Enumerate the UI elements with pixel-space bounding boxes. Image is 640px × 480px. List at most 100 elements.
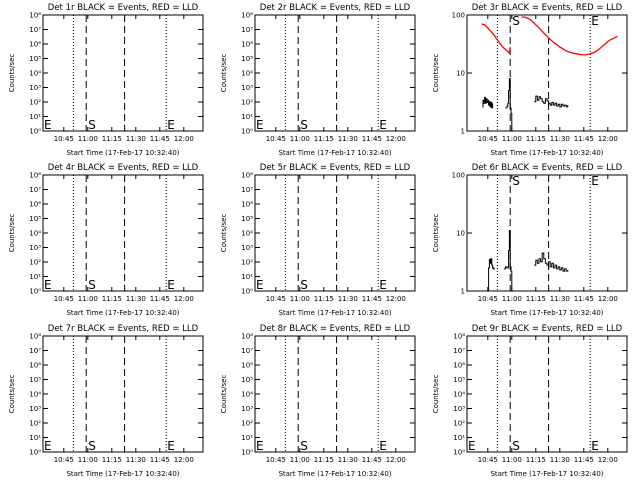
start-marker: S (300, 439, 308, 453)
y-tick-label: 10³ (241, 405, 253, 413)
x-tick-label: 11:15 (102, 295, 122, 303)
y-tick-label: 10⁴ (241, 391, 253, 399)
x-axis-label: Start Time (17-Feb-17 10:32:40) (278, 470, 391, 478)
y-tick-label: 10⁷ (29, 26, 41, 34)
x-tick-label: 11:30 (338, 135, 358, 143)
end-marker: E (591, 14, 599, 28)
y-tick-label: 10 (456, 70, 465, 78)
panel-4: Det 4r BLACK = Events, RED = LLD Counts/s… (8, 163, 204, 317)
panel-1: Det 1r BLACK = Events, RED = LLD Counts/s… (8, 3, 204, 157)
y-tick-label: 10³ (241, 84, 253, 92)
y-tick-label: 10¹ (453, 434, 465, 442)
y-tick-label: 10⁸ (241, 333, 253, 341)
y-tick-label: 10⁵ (241, 215, 253, 223)
panel-title: Det 4r BLACK = Events, RED = LLD (48, 163, 199, 173)
event-rate-line (503, 230, 513, 291)
x-axis-label: Start Time (17-Feb-17 10:32:40) (66, 149, 179, 157)
x-tick-label: 11:00 (502, 135, 522, 143)
end-marker: E (591, 174, 599, 188)
x-tick-label: 11:15 (526, 135, 546, 143)
edge-end-marker: E (44, 439, 52, 453)
panel-title: Det 6r BLACK = Events, RED = LLD (472, 163, 623, 173)
y-tick-label: 10³ (453, 405, 465, 413)
y-tick-label: 10⁵ (453, 376, 465, 384)
y-tick-label: 10⁶ (29, 41, 41, 49)
x-axis-label: Start Time (17-Feb-17 10:32:40) (490, 470, 603, 478)
x-tick-label: 11:45 (574, 295, 594, 303)
y-tick-label: 100 (452, 172, 465, 180)
x-axis-label: Start Time (17-Feb-17 10:32:40) (490, 309, 603, 317)
y-tick-label: 10⁴ (241, 230, 253, 238)
y-tick-label: 10² (453, 420, 465, 428)
y-axis-label: Counts/sec (220, 375, 228, 414)
y-tick-label: 10⁴ (29, 70, 41, 78)
end-marker: E (379, 118, 387, 132)
panel-title: Det 1r BLACK = Events, RED = LLD (48, 3, 199, 13)
y-tick-label: 10⁸ (29, 12, 41, 20)
y-tick-label: 10⁶ (453, 362, 465, 370)
edge-end-marker: E (468, 439, 476, 453)
y-tick-label: 10⁸ (453, 333, 465, 341)
panel-2: Det 2r BLACK = Events, RED = LLD Counts/s… (220, 3, 416, 157)
x-tick-label: 11:15 (314, 456, 334, 464)
end-marker: E (167, 439, 175, 453)
panel-8: Det 8r BLACK = Events, RED = LLD Counts/s… (220, 324, 416, 478)
x-tick-label: 11:15 (314, 295, 334, 303)
y-tick-label: 10⁸ (29, 172, 41, 180)
plot-frame (254, 335, 416, 453)
y-axis-label: Counts/sec (8, 214, 16, 253)
y-tick-label: 10⁰ (241, 288, 253, 296)
x-tick-label: 12:00 (174, 295, 194, 303)
end-marker: E (591, 439, 599, 453)
plot-frame (466, 335, 628, 453)
x-tick-label: 12:00 (174, 456, 194, 464)
start-marker: S (512, 174, 520, 188)
y-tick-label: 10⁶ (29, 362, 41, 370)
end-marker: E (167, 278, 175, 292)
panel-title: Det 2r BLACK = Events, RED = LLD (260, 3, 411, 13)
y-tick-label: 10⁸ (241, 172, 253, 180)
x-tick-label: 10:45 (478, 135, 498, 143)
y-tick-label: 10⁵ (29, 376, 41, 384)
plot-frame (254, 14, 416, 132)
end-marker: E (379, 278, 387, 292)
y-tick-label: 10⁰ (241, 128, 253, 136)
x-tick-label: 11:45 (362, 295, 382, 303)
x-tick-label: 11:30 (550, 295, 570, 303)
x-tick-label: 10:45 (266, 135, 286, 143)
y-tick-label: 10⁵ (241, 376, 253, 384)
x-tick-label: 11:30 (550, 456, 570, 464)
y-tick-label: 10¹ (29, 113, 41, 121)
lld-rate-line (481, 23, 511, 55)
lld-rate-line (521, 16, 618, 56)
y-tick-label: 1 (461, 288, 465, 296)
y-tick-label: 10² (29, 99, 41, 107)
plot-frame (466, 14, 628, 132)
panel-9: Det 9r BLACK = Events, RED = LLD Counts/s… (432, 324, 628, 478)
start-marker: S (88, 439, 96, 453)
x-tick-label: 11:30 (126, 295, 146, 303)
y-tick-label: 10⁷ (453, 347, 465, 355)
x-tick-label: 11:00 (290, 295, 310, 303)
y-tick-label: 10⁰ (29, 288, 41, 296)
y-tick-label: 10⁵ (29, 215, 41, 223)
event-rate-line (487, 258, 495, 292)
x-tick-label: 11:45 (150, 295, 170, 303)
y-tick-label: 10⁷ (29, 347, 41, 355)
x-tick-label: 11:30 (338, 295, 358, 303)
y-tick-label: 10² (29, 259, 41, 267)
event-rate-line (534, 95, 569, 108)
x-tick-label: 11:30 (550, 135, 570, 143)
x-tick-label: 12:00 (598, 456, 618, 464)
start-marker: S (300, 278, 308, 292)
x-tick-label: 11:30 (126, 456, 146, 464)
end-marker: E (379, 439, 387, 453)
x-tick-label: 10:45 (478, 295, 498, 303)
y-tick-label: 10⁶ (241, 41, 253, 49)
y-tick-label: 10¹ (241, 273, 253, 281)
y-tick-label: 10⁴ (29, 391, 41, 399)
y-axis-label: Counts/sec (8, 375, 16, 414)
event-rate-line (505, 78, 513, 131)
x-axis-label: Start Time (17-Feb-17 10:32:40) (278, 149, 391, 157)
